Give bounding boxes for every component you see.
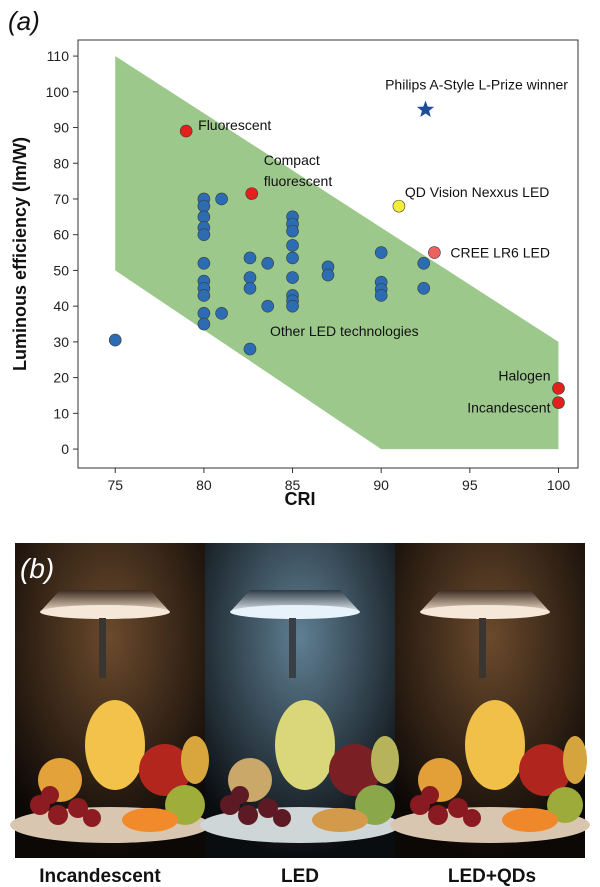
point — [243, 342, 257, 356]
x-tick-label: 80 — [196, 477, 212, 493]
y-tick-label: 70 — [53, 191, 69, 207]
x-tick-label: 100 — [547, 477, 571, 493]
panel-label: (a) — [8, 6, 40, 36]
x-tick-label: 75 — [107, 477, 123, 493]
lamp — [40, 590, 170, 678]
point — [428, 246, 441, 259]
x-tick-label: 90 — [373, 477, 389, 493]
point — [197, 199, 211, 213]
photo-panel: (b) — [10, 543, 590, 858]
series: CREE LR6 LED — [428, 245, 550, 261]
point — [197, 210, 211, 224]
fruit-bowl — [10, 700, 210, 843]
point — [197, 289, 211, 302]
y-tick-label: 20 — [53, 370, 69, 386]
x-tick-label: 95 — [462, 477, 478, 493]
point — [374, 289, 388, 302]
y-axis-title: Luminous efficiency (lm/W) — [10, 137, 30, 371]
y-tick-label: 10 — [53, 405, 69, 421]
annotation: Incandescent — [467, 400, 550, 416]
point — [215, 307, 228, 320]
lamp — [420, 590, 550, 678]
photo-caption: LED+QDs — [448, 866, 536, 887]
point — [197, 256, 211, 270]
point — [179, 124, 193, 138]
point — [197, 317, 211, 331]
photo-caption: Incandescent — [39, 866, 161, 887]
x-axis-title: CRI — [285, 489, 316, 509]
x-tick-label: 85 — [285, 477, 301, 493]
y-tick-label: 100 — [46, 84, 70, 100]
photo-caption: LED — [281, 866, 319, 887]
point — [286, 239, 299, 252]
point — [321, 268, 335, 282]
chart: 0 10 20 30 40 50 60 70 80 90 100 110 75 80 85 90 95 100 Ot… — [46, 39, 579, 493]
y-tick-label: 30 — [53, 334, 69, 350]
series: Incandescent — [467, 396, 565, 416]
point — [286, 271, 299, 284]
series: QD Vision Nexxus LED — [392, 184, 549, 213]
annotation: Philips A-Style L-Prize winner — [385, 77, 568, 93]
series: Compact fluorescent — [245, 151, 333, 200]
panel-label: (b) — [20, 553, 54, 584]
annotation: Fluorescent — [198, 117, 271, 133]
y-tick-label: 80 — [53, 155, 69, 171]
series: Halogen — [498, 367, 565, 395]
point — [286, 251, 299, 265]
annotation: Halogen — [498, 367, 550, 383]
fruit-bowl — [390, 700, 590, 843]
annotation: CREE LR6 LED — [450, 245, 550, 261]
y-tick-label: 90 — [53, 120, 69, 136]
point — [416, 100, 435, 117]
y-tick-label: 60 — [53, 227, 69, 243]
point — [245, 187, 259, 200]
fruit-bowl — [200, 700, 400, 843]
point — [243, 281, 257, 295]
y-tick-label: 40 — [53, 298, 69, 314]
point — [261, 256, 275, 270]
plot-frame — [77, 39, 579, 469]
point — [552, 382, 565, 395]
point — [374, 246, 388, 259]
series: Other LED technologies — [108, 192, 431, 356]
point — [417, 281, 431, 295]
lamp — [230, 590, 360, 678]
point — [215, 192, 228, 206]
point — [286, 299, 299, 313]
series: Philips A-Style L-Prize winner — [385, 77, 568, 117]
annotation: Compact fluorescent — [263, 151, 333, 189]
annotation-box: Compact fluorescent — [263, 151, 333, 189]
series: Fluorescent — [179, 117, 271, 138]
point — [197, 228, 211, 242]
annotation: Other LED technologies — [270, 323, 419, 339]
y-tick-label: 110 — [47, 48, 70, 64]
annotation: QD Vision Nexxus LED — [405, 184, 549, 200]
point — [392, 199, 406, 213]
y-tick-label: 50 — [53, 262, 69, 278]
point — [197, 307, 211, 320]
y-tick-label: 0 — [61, 441, 69, 457]
point — [108, 333, 122, 347]
point — [552, 396, 565, 409]
point — [261, 299, 275, 313]
region — [115, 56, 559, 450]
point — [417, 256, 431, 270]
point — [286, 224, 299, 238]
point — [243, 251, 257, 265]
point — [243, 271, 257, 284]
